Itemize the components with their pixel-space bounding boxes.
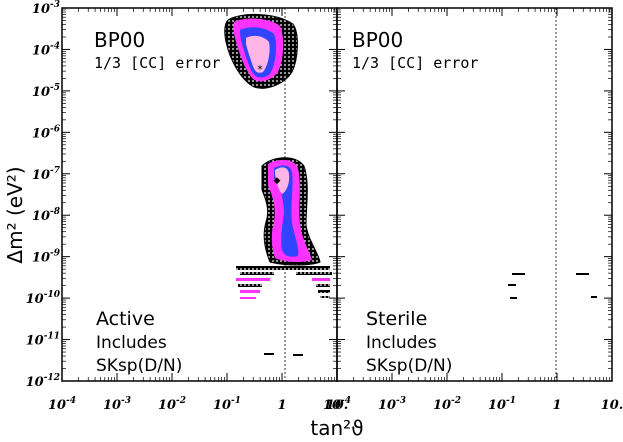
vac-fragment <box>293 354 303 356</box>
sterile-fragment <box>591 296 597 298</box>
annotation-sterile: Sterile <box>366 308 427 330</box>
x-tick-label-active: 10-2 <box>158 396 186 413</box>
vac-fragment <box>296 272 332 275</box>
x-tick-label-active: 10-3 <box>103 396 131 413</box>
annotation-sksp-sterile: SKsp(D/N) <box>366 356 452 376</box>
y-tick-label: 10-3 <box>32 0 60 17</box>
y-tick-label: 10-12 <box>26 373 60 390</box>
y-tick-label: 10-4 <box>32 41 60 58</box>
x-tick-label-sterile: 10. <box>601 398 623 413</box>
panel-title-active: BP00 <box>94 28 145 52</box>
vac-fragment <box>312 278 330 281</box>
x-tick-label-sterile: 10-3 <box>378 396 406 413</box>
annotation-active: Active <box>96 308 155 330</box>
sterile-fragment <box>508 284 516 286</box>
x-tick-label-sterile: 1 <box>552 398 561 413</box>
y-tick-label: 10-9 <box>32 249 61 266</box>
y-tick-label: 10-11 <box>26 332 60 349</box>
panel-title-sterile: BP00 <box>352 28 403 52</box>
sterile-fragment <box>512 273 525 275</box>
x-axis-label: tan²ϑ <box>310 416 363 440</box>
vac-fragment <box>264 353 274 355</box>
vac-fragment <box>238 284 262 287</box>
vac-fragment <box>320 296 330 298</box>
y-axis-label: Δm² (eV²) <box>3 166 27 263</box>
panel-sterile: BP00 1/3 [CC] error Sterile Includes SKs… <box>336 7 613 382</box>
x-tick-label-sterile: 10-1 <box>488 396 516 413</box>
panel-subtitle-active: 1/3 [CC] error <box>94 54 220 72</box>
sterile-fragment <box>576 273 589 275</box>
axis-ticks: 10-310-410-510-610-710-810-910-1010-1110… <box>26 0 623 413</box>
vac-fragment <box>240 290 260 293</box>
panel-subtitle-sterile: 1/3 [CC] error <box>352 54 478 72</box>
sterile-regions <box>508 273 597 299</box>
lma-region: * <box>224 13 298 89</box>
lma-best-fit-marker: * <box>257 63 263 76</box>
annotation-sksp-active: SKsp(D/N) <box>96 356 182 376</box>
y-tick-label: 10-10 <box>26 290 61 307</box>
x-tick-label-active: 10-1 <box>213 396 241 413</box>
panel-active: * ◆ BP00 1/3 [CC] error Active <box>61 7 338 382</box>
low-core-contour <box>275 167 290 194</box>
vac-fragment <box>236 278 270 281</box>
vac-fragment <box>236 266 330 270</box>
x-tick-label-active: 10. <box>326 398 349 413</box>
x-tick-label-sterile: 10-2 <box>433 396 461 413</box>
annotation-includes-sterile: Includes <box>366 333 437 353</box>
y-tick-label: 10-6 <box>32 124 61 141</box>
x-tick-label-active: 1 <box>277 398 286 413</box>
vac-fragment <box>240 272 274 275</box>
lma-core-contour <box>246 35 270 73</box>
plot-frame-sterile <box>336 7 613 382</box>
x-tick-label-sterile: 10-4 <box>323 396 351 413</box>
x-tick-label-active: 10-4 <box>48 396 76 413</box>
vac-fragment <box>316 284 330 287</box>
y-tick-label: 10-5 <box>32 83 60 100</box>
vac-fragment <box>318 290 330 293</box>
vac-fragment <box>240 297 256 299</box>
low-region: ◆ <box>236 157 332 356</box>
y-tick-label: 10-7 <box>32 166 61 183</box>
low-best-fit-marker: ◆ <box>274 176 281 186</box>
sterile-fragment <box>510 297 517 299</box>
annotation-includes-active: Includes <box>96 333 167 353</box>
y-tick-label: 10-8 <box>32 207 61 224</box>
